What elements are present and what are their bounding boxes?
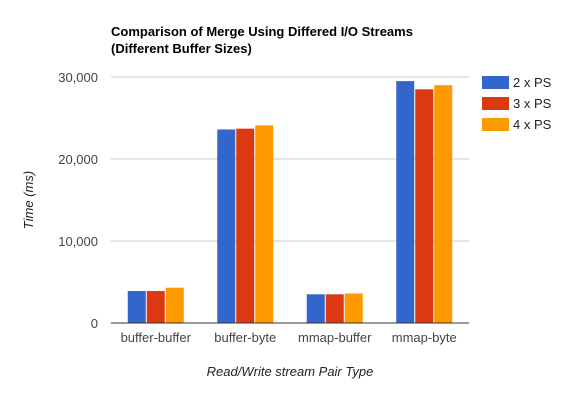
legend-swatch <box>482 118 509 131</box>
y-axis-title: Time (ms) <box>21 171 36 229</box>
bar <box>236 128 255 323</box>
chart-title-line1: Comparison of Merge Using Differed I/O S… <box>111 24 413 39</box>
bar <box>255 125 274 323</box>
y-tick-label: 10,000 <box>58 234 98 249</box>
bar <box>325 294 344 323</box>
y-tick-label: 30,000 <box>58 70 98 85</box>
x-tick-label: buffer-buffer <box>121 330 192 345</box>
bar <box>396 81 415 323</box>
bar <box>306 294 325 323</box>
legend-swatch <box>482 97 509 110</box>
bar <box>434 85 453 323</box>
legend-swatch <box>482 76 509 89</box>
bar <box>344 293 363 323</box>
bar <box>415 89 434 323</box>
x-tick-label: mmap-byte <box>392 330 457 345</box>
chart-title-line2: (Different Buffer Sizes) <box>111 41 252 56</box>
bar <box>146 291 165 323</box>
y-tick-label: 20,000 <box>58 152 98 167</box>
legend-label: 4 x PS <box>513 117 552 132</box>
bar <box>165 287 184 323</box>
x-axis-title: Read/Write stream Pair Type <box>207 364 374 379</box>
legend-label: 2 x PS <box>513 75 552 90</box>
bar <box>217 129 236 323</box>
x-tick-label: mmap-buffer <box>298 330 372 345</box>
legend: 2 x PS 3 x PS 4 x PS <box>482 75 552 132</box>
legend-label: 3 x PS <box>513 96 552 111</box>
bars <box>127 81 453 323</box>
y-axis-ticks: 0 10,000 20,000 30,000 <box>58 70 98 331</box>
x-axis-ticks: buffer-buffer buffer-byte mmap-buffer mmap-… <box>121 330 457 345</box>
bar <box>127 291 146 323</box>
x-tick-label: buffer-byte <box>214 330 276 345</box>
y-tick-label: 0 <box>91 316 98 331</box>
